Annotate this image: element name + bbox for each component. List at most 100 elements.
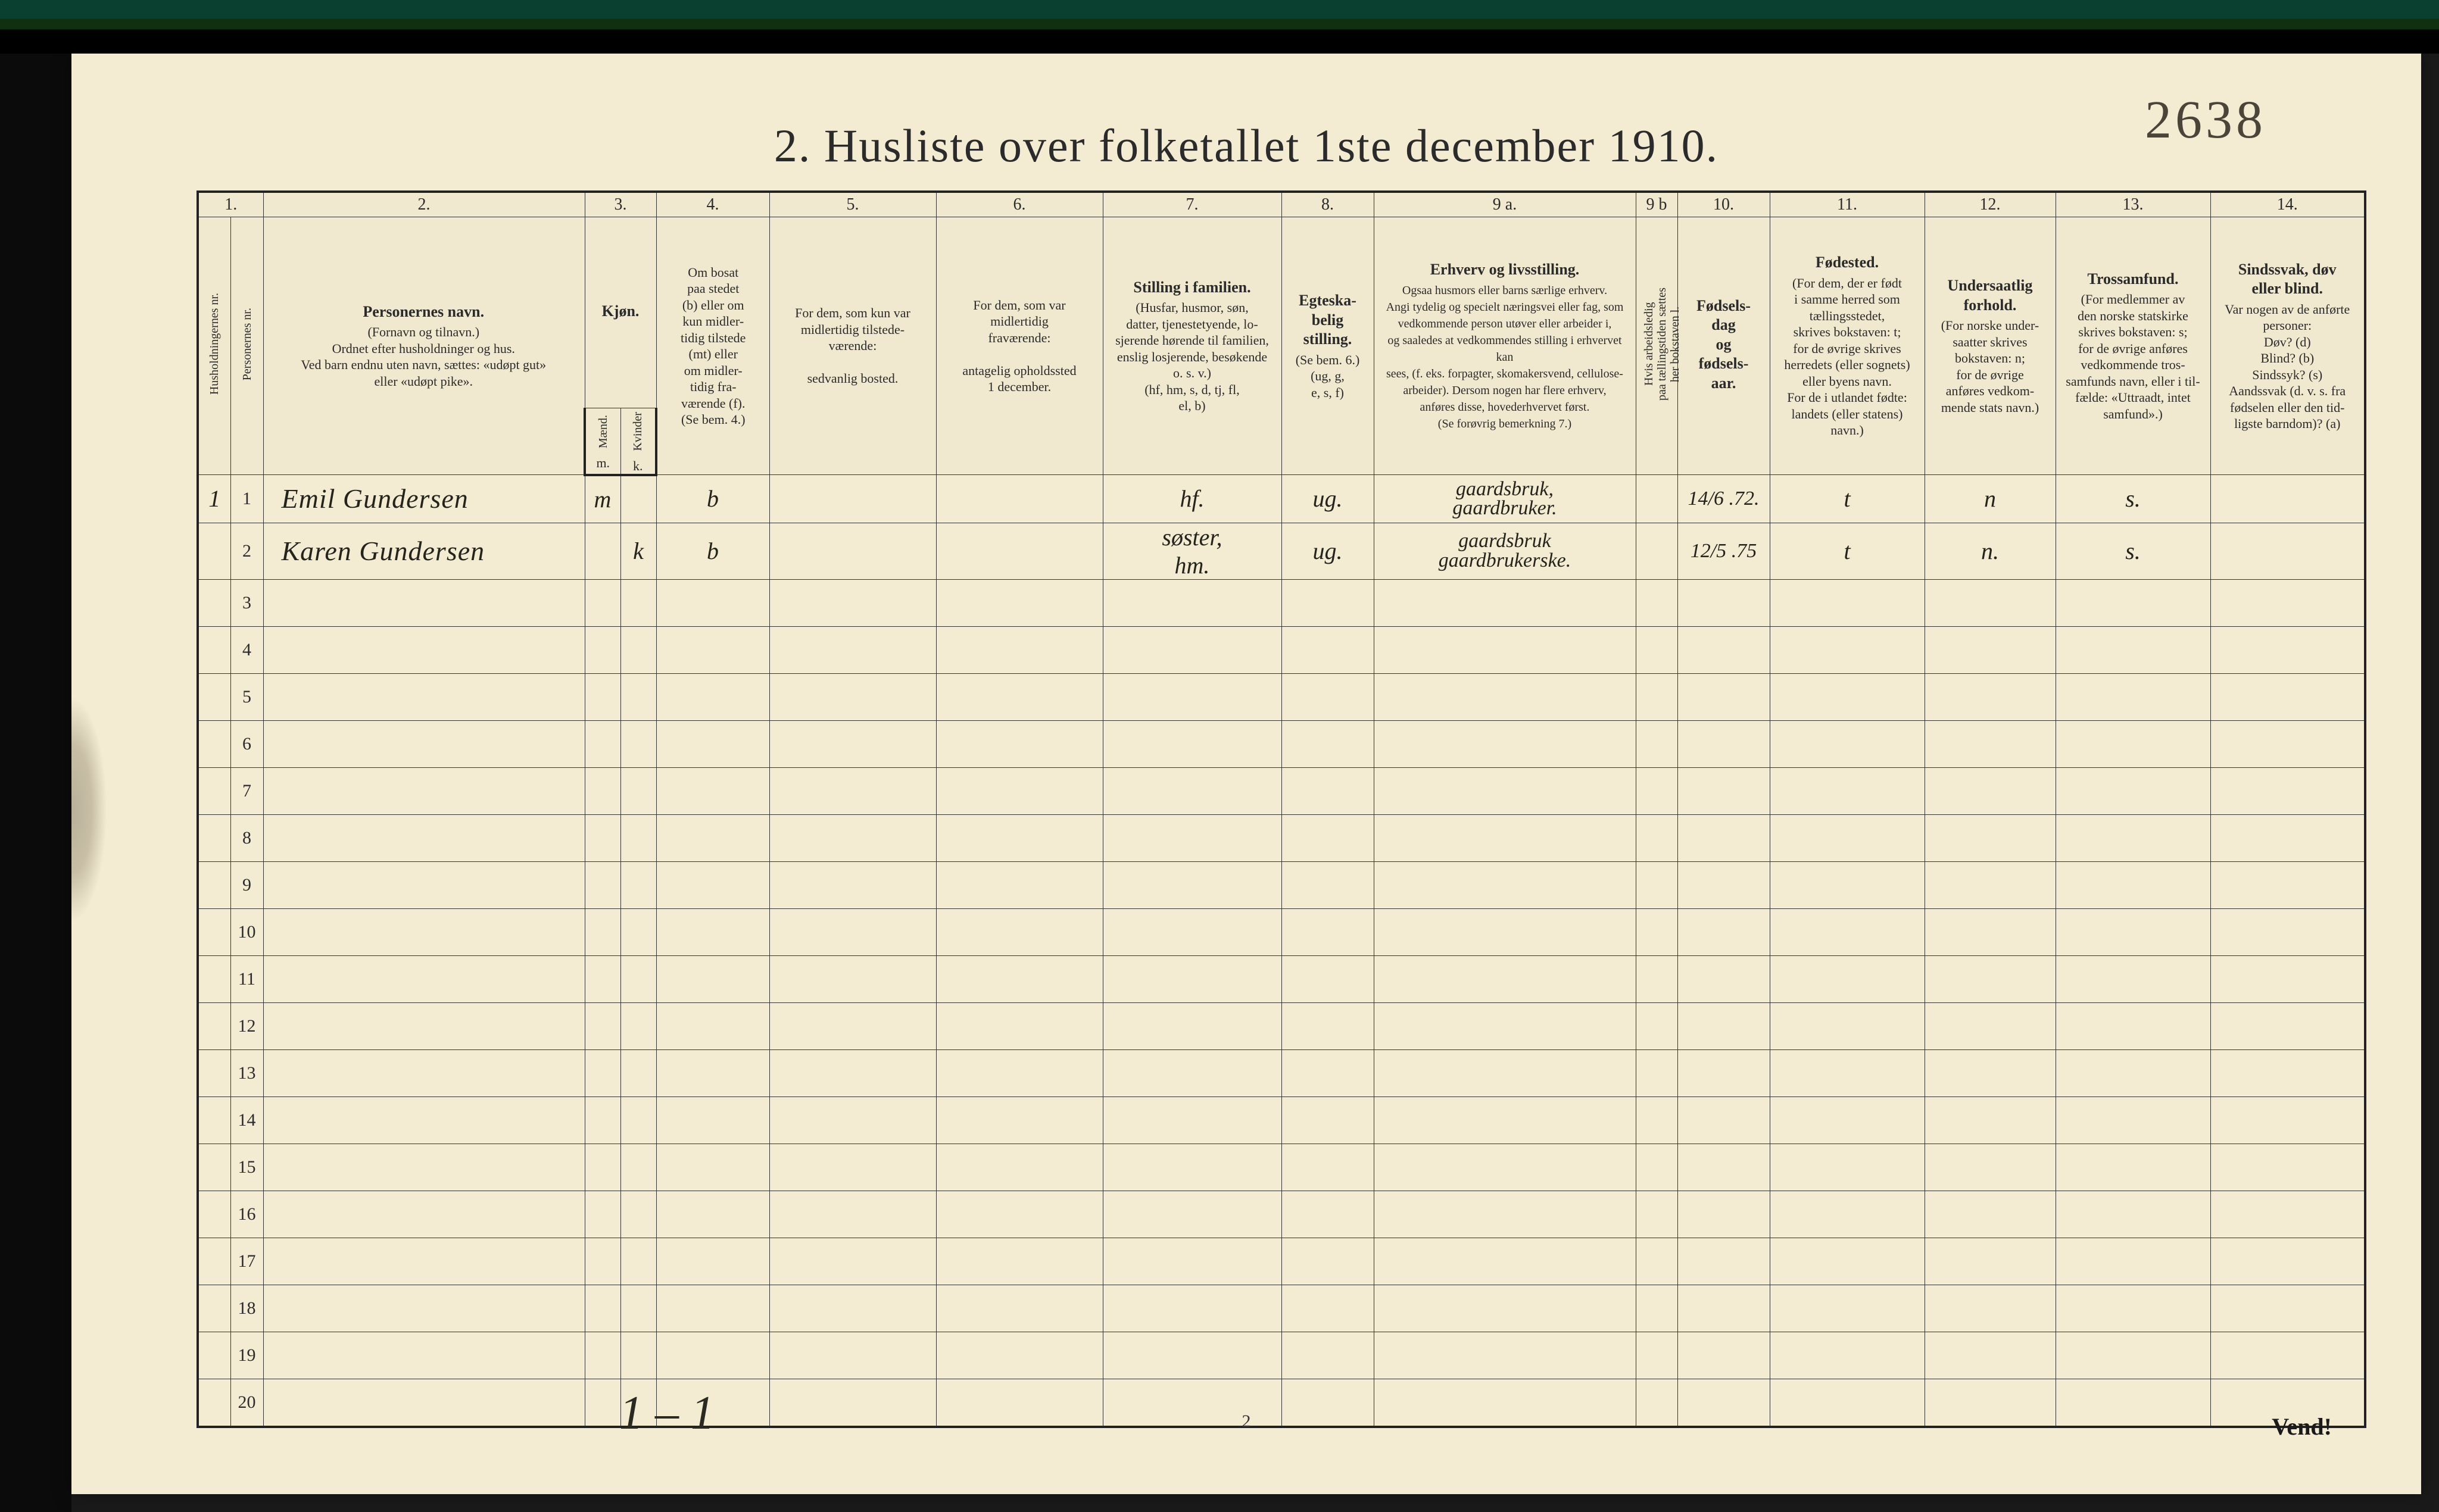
- cell-birthplace: [1770, 814, 1925, 861]
- scan-top-band: [0, 0, 2439, 54]
- cell-residence: [656, 767, 769, 814]
- cell-household-nr: [198, 626, 230, 673]
- col9a-sub: Ogsaa husmors eller barns særlige erhver…: [1386, 284, 1624, 430]
- cell-temp-present: [769, 720, 936, 767]
- cell-name: [263, 1144, 585, 1191]
- colnum-11: 11.: [1770, 192, 1925, 217]
- cell-disability: [2210, 1285, 2365, 1332]
- cell-disability: [2210, 1332, 2365, 1379]
- cell-sex-k: [620, 908, 656, 955]
- cell-marital: [1281, 579, 1374, 626]
- col9b-label: Hvis arbeidsledig paa tællingstiden sætt…: [1641, 284, 1683, 404]
- cell-name: Emil Gundersen: [263, 475, 585, 523]
- col12-head: Undersaatlig forhold. (For norske under-…: [1925, 217, 2056, 475]
- cell-marital: [1281, 955, 1374, 1002]
- cell-temp-absent: [936, 908, 1103, 955]
- cell-temp-absent: [936, 523, 1103, 579]
- cell-household-nr: [198, 1144, 230, 1191]
- cell-religion: [2056, 1144, 2210, 1191]
- cell-marital: [1281, 1096, 1374, 1144]
- cell-occupation: [1374, 1332, 1636, 1379]
- colnum-10: 10.: [1677, 192, 1770, 217]
- cell-birthdate: [1677, 1332, 1770, 1379]
- cell-person-nr: 15: [230, 1144, 263, 1191]
- col1b-head: Personernes nr.: [230, 217, 263, 475]
- cell-birthplace: [1770, 767, 1925, 814]
- col13-sub: (For medlemmer av den norske statskirke …: [2066, 292, 2200, 421]
- cell-birthplace: [1770, 1144, 1925, 1191]
- cell-temp-present: [769, 908, 936, 955]
- cell-birthplace: [1770, 908, 1925, 955]
- cell-birthplace: [1770, 579, 1925, 626]
- cell-birthplace: [1770, 1049, 1925, 1096]
- cell-sex-k: [620, 1096, 656, 1144]
- colnum-7: 7.: [1103, 192, 1281, 217]
- col3-title: Kjøn.: [590, 302, 651, 321]
- cell-household-nr: [198, 1002, 230, 1049]
- cell-residence: [656, 1238, 769, 1285]
- cell-temp-present: [769, 1238, 936, 1285]
- cell-person-nr: 8: [230, 814, 263, 861]
- page-root: 2638 2. Husliste over folketallet 1ste d…: [0, 0, 2439, 1512]
- cell-residence: b: [656, 523, 769, 579]
- cell-person-nr: 7: [230, 767, 263, 814]
- cell-birthdate: [1677, 720, 1770, 767]
- col8-head: Egteska- belig stilling. (Se bem. 6.) (u…: [1281, 217, 1374, 475]
- cell-birthplace: [1770, 861, 1925, 908]
- cell-unemployed: [1636, 1285, 1677, 1332]
- document-title: 2. Husliste over folketallet 1ste decemb…: [71, 119, 2421, 173]
- cell-marital: [1281, 673, 1374, 720]
- cell-person-nr: 4: [230, 626, 263, 673]
- cell-unemployed: [1636, 1191, 1677, 1238]
- cell-birthplace: [1770, 1238, 1925, 1285]
- cell-household-nr: [198, 908, 230, 955]
- colnum-13: 13.: [2056, 192, 2210, 217]
- cell-temp-present: [769, 1002, 936, 1049]
- col5-head: For dem, som kun var midlertidig tilsted…: [769, 217, 936, 475]
- table-row: 8: [198, 814, 2365, 861]
- turn-over-label: Vend!: [2272, 1413, 2332, 1441]
- cell-sex-m: [585, 1238, 620, 1285]
- cell-birthdate: [1677, 1285, 1770, 1332]
- cell-residence: [656, 1002, 769, 1049]
- cell-disability: [2210, 955, 2365, 1002]
- cell-name: [263, 1191, 585, 1238]
- cell-household-nr: [198, 523, 230, 579]
- cell-disability: [2210, 767, 2365, 814]
- cell-marital: [1281, 1049, 1374, 1096]
- cell-residence: [656, 1285, 769, 1332]
- cell-temp-present: [769, 861, 936, 908]
- cell-subject: [1925, 767, 2056, 814]
- cell-sex-m: m: [585, 475, 620, 523]
- table-header: 1. 2. 3. 4. 5. 6. 7. 8. 9 a. 9 b 10. 11.…: [198, 192, 2365, 475]
- colnum-1: 1.: [198, 192, 263, 217]
- cell-sex-m: [585, 767, 620, 814]
- cell-religion: [2056, 955, 2210, 1002]
- cell-marital: ug.: [1281, 523, 1374, 579]
- cell-unemployed: [1636, 767, 1677, 814]
- cell-sex-k: [620, 1191, 656, 1238]
- cell-family-pos: [1103, 1049, 1281, 1096]
- cell-family-pos: hf.: [1103, 475, 1281, 523]
- cell-name: [263, 1332, 585, 1379]
- cell-occupation: [1374, 579, 1636, 626]
- cell-household-nr: [198, 955, 230, 1002]
- cell-family-pos: [1103, 720, 1281, 767]
- cell-sex-m: [585, 1096, 620, 1144]
- cell-name: [263, 579, 585, 626]
- cell-sex-k: [620, 720, 656, 767]
- cell-temp-absent: [936, 1096, 1103, 1144]
- col7-title: Stilling i familien.: [1108, 278, 1277, 298]
- scan-left-strip: [0, 54, 71, 1512]
- colnum-6: 6.: [936, 192, 1103, 217]
- cell-temp-present: [769, 475, 936, 523]
- cell-person-nr: 18: [230, 1285, 263, 1332]
- cell-residence: [656, 1049, 769, 1096]
- cell-family-pos: [1103, 1144, 1281, 1191]
- cell-religion: [2056, 673, 2210, 720]
- cell-birthdate: [1677, 814, 1770, 861]
- cell-name: [263, 1379, 585, 1427]
- cell-subject: [1925, 1332, 2056, 1379]
- cell-family-pos: [1103, 955, 1281, 1002]
- cell-religion: [2056, 720, 2210, 767]
